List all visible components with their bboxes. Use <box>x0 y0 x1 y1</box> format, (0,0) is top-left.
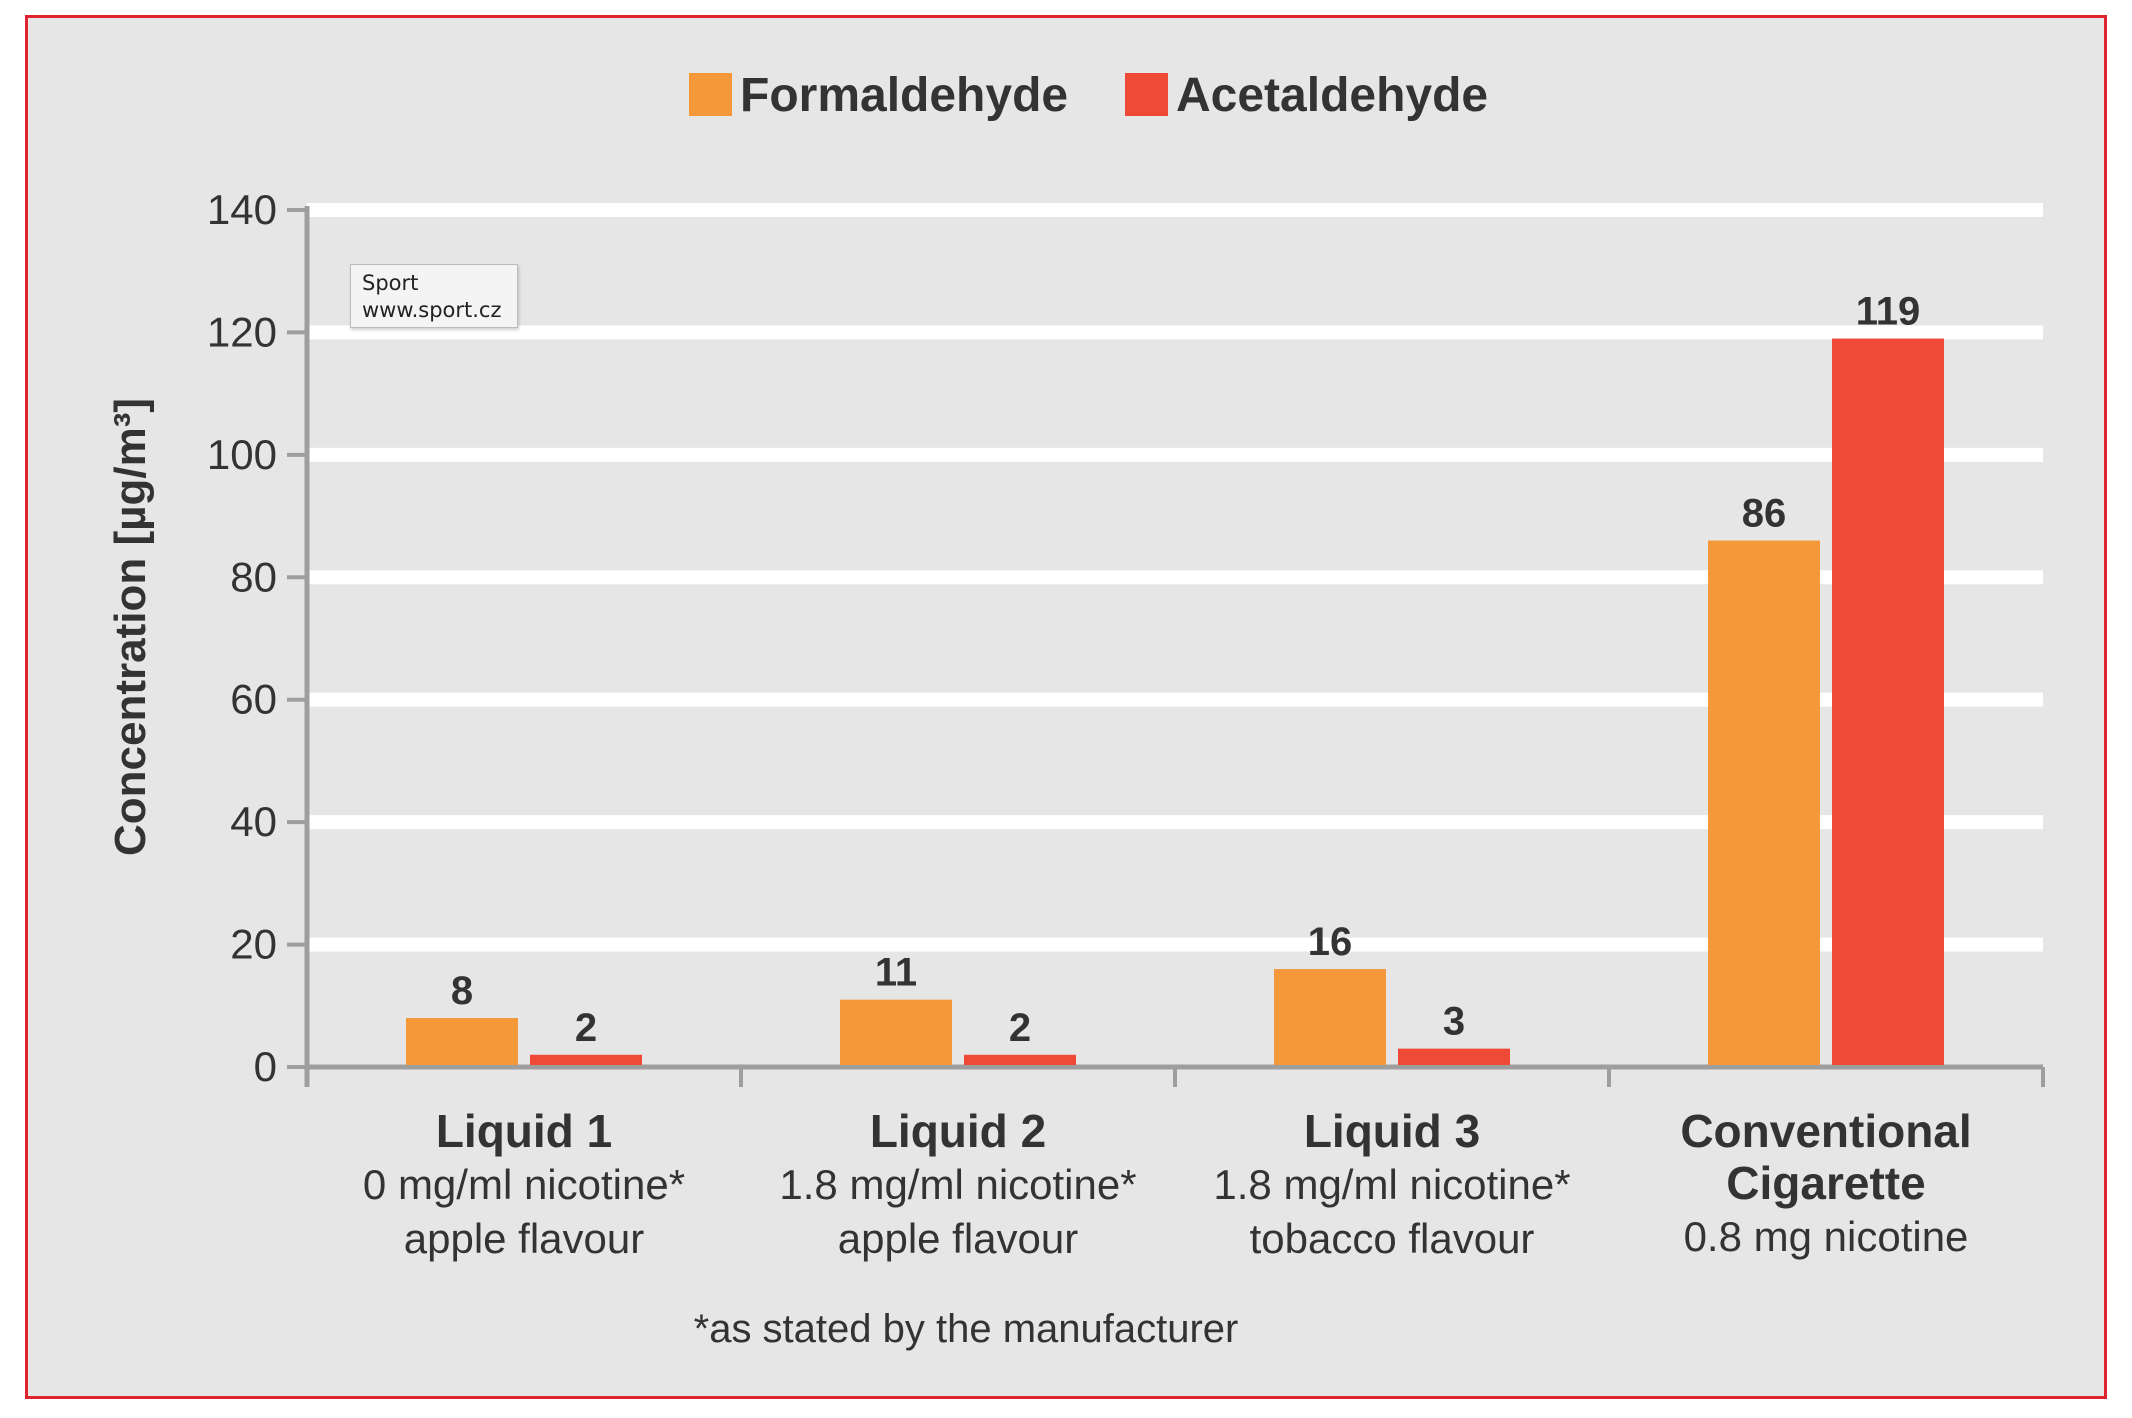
data-label: 2 <box>575 1006 597 1050</box>
gridlines <box>307 203 2043 952</box>
gridline <box>307 447 2043 462</box>
category-detail: 1.8 mg/ml nicotine* <box>779 1161 1136 1208</box>
category-name: Liquid 3 <box>1304 1105 1480 1157</box>
y-tick-label: 80 <box>230 553 277 600</box>
data-label: 8 <box>451 969 473 1013</box>
category-labels: Liquid 10 mg/ml nicotine* apple flavour Li… <box>363 1105 1972 1262</box>
data-label: 11 <box>875 951 917 995</box>
category-detail: apple flavour <box>838 1215 1079 1262</box>
y-tick-label: 40 <box>230 798 277 845</box>
category-detail: apple flavour <box>404 1215 645 1262</box>
bar-acetaldehyde-2 <box>964 1054 1076 1065</box>
legend-label-acetaldehyde: Acetaldehyde <box>1176 69 1488 122</box>
y-tick-label: 20 <box>230 921 277 968</box>
data-label: 86 <box>1742 492 1787 536</box>
y-tick-label: 0 <box>254 1043 277 1090</box>
category-name: Cigarette <box>1726 1157 1925 1209</box>
data-label: 119 <box>1856 290 1921 334</box>
bar-formaldehyde-1 <box>406 1018 518 1065</box>
legend: Formaldehyde Acetaldehyde <box>689 69 1488 122</box>
gridline <box>307 570 2043 585</box>
y-tick-label: 60 <box>230 676 277 723</box>
gridline <box>307 815 2043 830</box>
y-tick-label: 120 <box>207 308 277 355</box>
footnote: *as stated by the manufacturer <box>694 1307 1239 1351</box>
gridline <box>307 692 2043 707</box>
y-tick-label: 140 <box>207 186 277 233</box>
category-name: Conventional <box>1680 1105 1971 1157</box>
bar-formaldehyde-2 <box>840 999 952 1065</box>
watermark-line1: Sport <box>362 271 419 295</box>
watermark-box: Sport www.sport.cz <box>350 264 518 328</box>
bar-acetaldehyde-4 <box>1832 338 1944 1065</box>
data-label: 3 <box>1443 1000 1465 1044</box>
y-axis-title: Concentration [µg/m³] <box>106 398 155 856</box>
legend-swatch-acetaldehyde <box>1125 73 1168 116</box>
gridline <box>307 325 2043 340</box>
bar-acetaldehyde-3 <box>1398 1048 1510 1065</box>
gridline <box>307 937 2043 952</box>
data-labels: 8 2 11 2 16 3 86 119 <box>451 290 1920 1050</box>
category-name: Liquid 2 <box>870 1105 1046 1157</box>
legend-label-formaldehyde: Formaldehyde <box>740 69 1068 122</box>
category-detail: 1.8 mg/ml nicotine* <box>1213 1161 1570 1208</box>
watermark-line2: www.sport.cz <box>362 298 502 322</box>
data-label: 2 <box>1009 1006 1031 1050</box>
category-detail: 0.8 mg nicotine <box>1684 1213 1969 1260</box>
category-detail: tobacco flavour <box>1250 1215 1535 1262</box>
bar-formaldehyde-4 <box>1708 540 1820 1065</box>
bars <box>406 338 1944 1065</box>
bar-acetaldehyde-1 <box>530 1054 642 1065</box>
bar-formaldehyde-3 <box>1274 969 1386 1065</box>
category-detail: 0 mg/ml nicotine* <box>363 1161 685 1208</box>
category-name: Liquid 1 <box>436 1105 612 1157</box>
gridline <box>307 203 2043 217</box>
y-tick-label: 100 <box>207 431 277 478</box>
axes: 0 20 40 60 80 100 120 140 <box>207 186 2045 1090</box>
data-label: 16 <box>1308 920 1353 964</box>
legend-swatch-formaldehyde <box>689 73 732 116</box>
